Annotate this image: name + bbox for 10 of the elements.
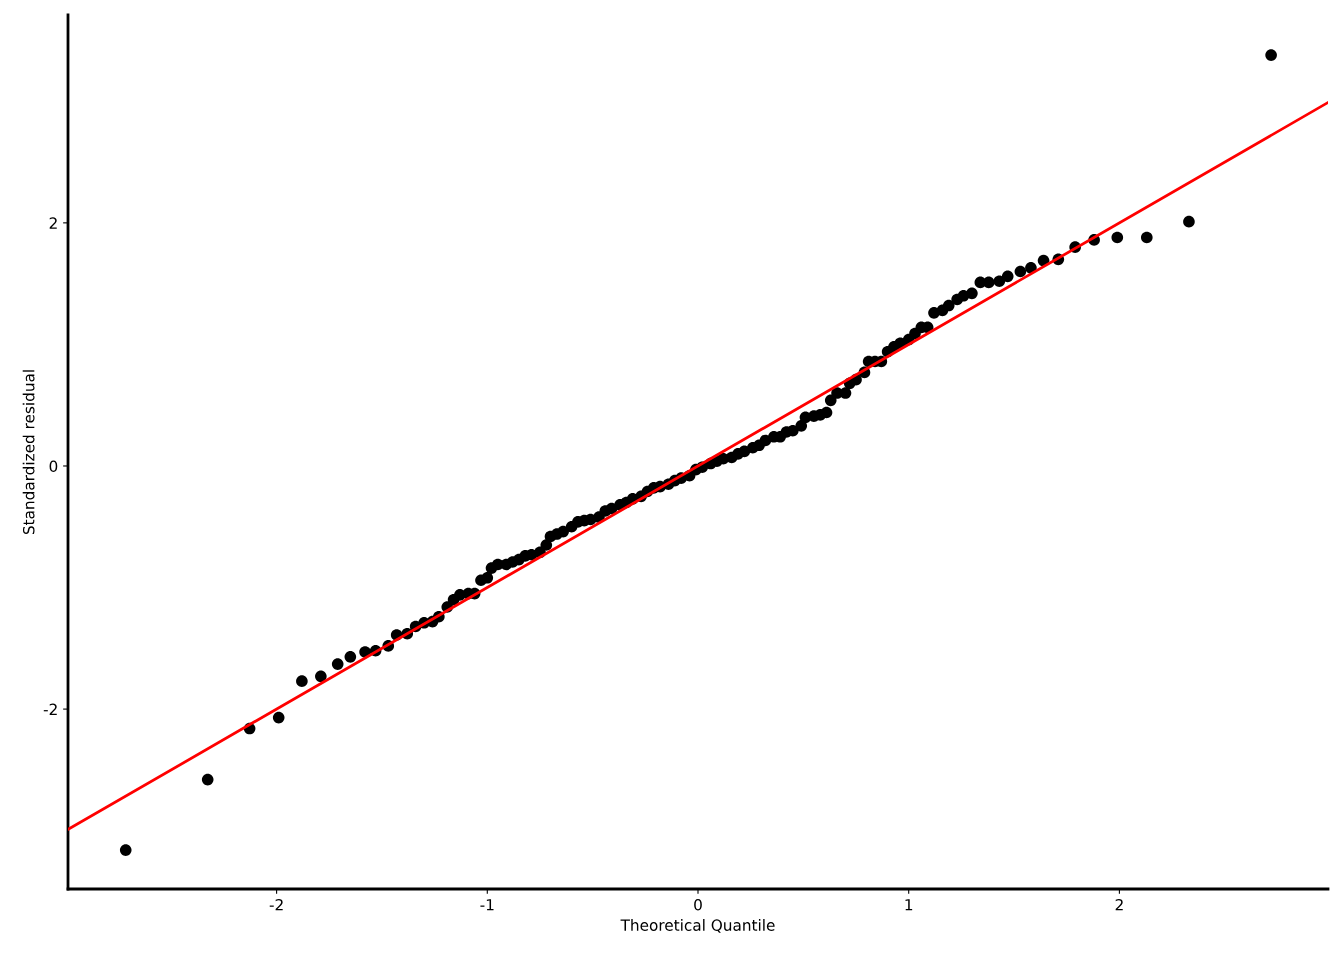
y-tick-label: -2 xyxy=(43,703,57,715)
x-tick-label: 1 xyxy=(905,899,913,911)
x-tick-label: 2 xyxy=(1115,898,1123,911)
x-tick-label: -1 xyxy=(480,899,494,911)
x-tick-label: -2 xyxy=(269,898,283,911)
x-axis-title: Theoretical Quantile xyxy=(620,919,775,933)
x-tick-label: 0 xyxy=(694,898,702,911)
y-tick-label: 0 xyxy=(49,460,58,472)
y-tick-label: 2 xyxy=(49,217,57,229)
y-axis-title: Standardized residual xyxy=(22,370,35,535)
